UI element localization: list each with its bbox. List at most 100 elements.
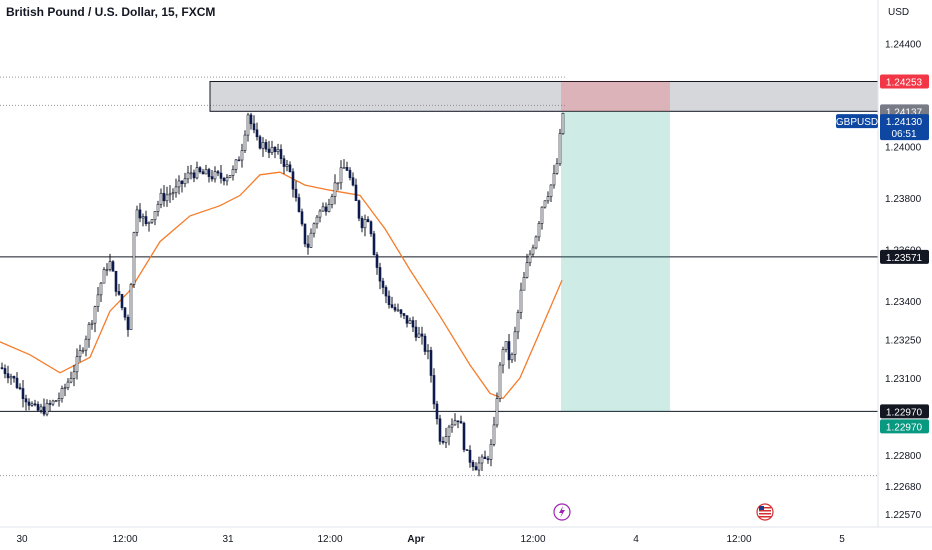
candle-body	[345, 167, 349, 171]
candle-body	[114, 270, 118, 292]
candles	[0, 112, 565, 477]
candle-body	[264, 142, 268, 150]
candle-body	[444, 436, 448, 443]
candle-body	[159, 192, 163, 205]
candle-body	[225, 177, 229, 182]
candle-body	[528, 253, 532, 264]
candle-body	[258, 136, 262, 149]
candle-body	[273, 146, 277, 153]
candle-body	[78, 350, 82, 358]
currency-label: USD	[888, 7, 909, 18]
support-price-tag-label: 1.22970	[886, 407, 923, 418]
candle-body	[495, 398, 499, 426]
candle-body	[330, 196, 334, 205]
candle-body	[96, 294, 100, 307]
candle-body	[66, 381, 70, 389]
candle-body	[282, 158, 286, 167]
y-tick-label: 1.22680	[885, 482, 922, 493]
y-tick-label: 1.22800	[885, 451, 922, 462]
candle-body	[213, 171, 217, 180]
target-price-box	[880, 419, 929, 434]
candle-body	[183, 178, 187, 185]
candle-body	[384, 287, 388, 297]
candle-body	[378, 267, 382, 282]
candle-body	[483, 456, 487, 460]
take-profit-area	[561, 111, 670, 412]
x-tick-label: 12:00	[112, 534, 137, 545]
candle-body	[297, 197, 301, 213]
y-tick-label: 1.23800	[885, 194, 922, 205]
resistance-zone	[209, 80, 879, 112]
moving-average-line	[0, 171, 563, 400]
candle-body	[165, 194, 169, 202]
candle-body	[108, 261, 112, 270]
candle-body	[390, 304, 394, 308]
candle-body	[9, 376, 13, 379]
candle-body	[342, 167, 346, 169]
lightning-icon-bolt	[559, 506, 565, 518]
candle-body	[81, 349, 85, 352]
candle-body	[471, 461, 475, 467]
candle-body	[21, 388, 25, 399]
drawings	[0, 80, 879, 412]
candle-body	[549, 184, 553, 197]
candle-body	[42, 406, 46, 415]
us-flag-icon-stripe	[759, 507, 771, 509]
candle-body	[486, 458, 490, 461]
candle-body	[300, 211, 304, 225]
candle-body	[318, 210, 322, 218]
candle-body	[189, 172, 193, 175]
candle-body	[360, 217, 364, 229]
symbol-tag-box	[836, 114, 878, 129]
y-tick-label: 1.23250	[885, 335, 922, 346]
candle-body	[207, 169, 211, 177]
candle-body	[0, 367, 4, 369]
candle-body	[210, 176, 214, 180]
candle-body	[408, 320, 412, 324]
candle-body	[57, 398, 61, 402]
candle-body	[168, 193, 172, 196]
candle-body	[327, 204, 331, 212]
candle-body	[411, 320, 415, 328]
candle-body	[474, 466, 478, 471]
candle-body	[255, 129, 259, 138]
candle-body	[558, 133, 562, 165]
candle-body	[309, 232, 313, 248]
candle-body	[261, 142, 265, 149]
candle-body	[243, 134, 247, 151]
candle-body	[222, 178, 226, 182]
candle-body	[216, 171, 220, 174]
candle-body	[153, 211, 157, 221]
candle-body	[510, 354, 514, 361]
candle-body	[132, 232, 136, 285]
candle-body	[534, 236, 538, 249]
candle-body	[87, 324, 91, 340]
candle-body	[36, 404, 40, 411]
candle-body	[231, 169, 235, 176]
candle-body	[72, 371, 76, 379]
candle-body	[15, 377, 19, 388]
candle-body	[48, 403, 52, 405]
us-flag-icon-canton	[759, 506, 764, 510]
stop-loss-area	[561, 81, 670, 112]
us-flag-icon	[756, 503, 774, 521]
candle-body	[417, 333, 421, 338]
candle-body	[99, 282, 103, 296]
candle-body	[288, 164, 292, 173]
candle-body	[501, 349, 505, 366]
candle-body	[129, 284, 133, 330]
candle-body	[414, 326, 418, 338]
candle-body	[171, 192, 175, 195]
candle-body	[279, 149, 283, 160]
y-tick-label: 1.24000	[885, 143, 922, 154]
candle-body	[270, 146, 274, 153]
candle-body	[33, 403, 37, 406]
candle-body	[294, 188, 298, 198]
candle-body	[84, 338, 88, 351]
candle-body	[489, 444, 493, 460]
candle-body	[111, 261, 115, 272]
x-tick-label: 4	[633, 534, 639, 545]
target-price-label: 1.22970	[886, 422, 923, 433]
event-markers	[553, 503, 774, 521]
